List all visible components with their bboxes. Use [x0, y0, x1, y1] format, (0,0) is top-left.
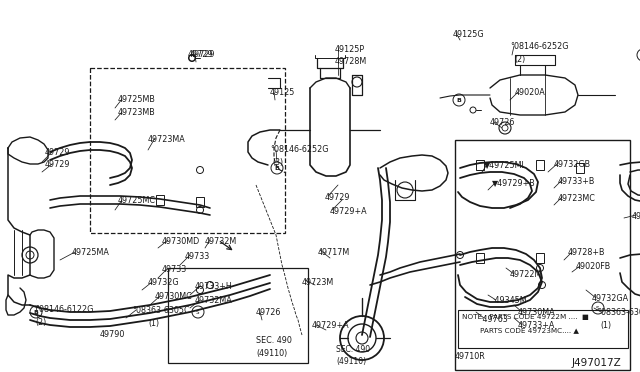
Text: SEC. 490: SEC. 490: [256, 336, 292, 345]
Text: 49729+A: 49729+A: [330, 207, 367, 216]
Text: 49729+A: 49729+A: [312, 321, 349, 330]
Text: °08146-6252G: °08146-6252G: [270, 145, 328, 154]
Text: S: S: [596, 305, 599, 311]
Text: °08146-6252G: °08146-6252G: [510, 42, 568, 51]
Text: 49733+A: 49733+A: [518, 321, 556, 330]
Text: 49020FB: 49020FB: [576, 262, 611, 271]
Text: 49723M: 49723M: [302, 278, 334, 287]
Text: ·49345M: ·49345M: [492, 296, 527, 305]
Text: 49717M: 49717M: [318, 248, 350, 257]
Text: °08363-6305B: °08363-6305B: [597, 308, 640, 317]
Text: ▼49725MI: ▼49725MI: [484, 160, 525, 169]
Text: 49725MB: 49725MB: [118, 95, 156, 104]
Text: 49730MB: 49730MB: [632, 212, 640, 221]
Text: 49725MA: 49725MA: [72, 248, 110, 257]
Text: 49125G: 49125G: [453, 30, 484, 39]
Bar: [476, 253, 484, 263]
Text: 49723MA: 49723MA: [148, 135, 186, 144]
Text: 49732M: 49732M: [205, 237, 237, 246]
Text: 49020A: 49020A: [515, 88, 546, 97]
Text: ▼49729+B: ▼49729+B: [492, 178, 536, 187]
Text: °08146-6122G: °08146-6122G: [35, 305, 93, 314]
Text: 49730MD: 49730MD: [162, 237, 200, 246]
Text: 49726: 49726: [256, 308, 282, 317]
Text: 49728M: 49728M: [335, 57, 367, 66]
Text: 49722M: 49722M: [510, 270, 542, 279]
Text: (2): (2): [514, 55, 525, 64]
Bar: [156, 195, 164, 205]
Text: (49110): (49110): [336, 357, 366, 366]
Text: 49729: 49729: [45, 148, 70, 157]
Text: (3): (3): [272, 158, 283, 167]
Text: 49730MC: 49730MC: [155, 292, 193, 301]
Text: (2): (2): [35, 318, 46, 327]
Bar: [458, 310, 628, 348]
Text: B: B: [33, 310, 38, 314]
Text: 49728+B: 49728+B: [568, 248, 605, 257]
Text: NOTE : PARTS CODE 49722M ....  ■: NOTE : PARTS CODE 49722M .... ■: [462, 314, 589, 320]
Bar: [455, 140, 630, 370]
Text: B: B: [274, 166, 279, 170]
Text: 49125P: 49125P: [335, 45, 365, 54]
Text: 49723MC: 49723MC: [558, 194, 596, 203]
Text: 49790: 49790: [100, 330, 125, 339]
Text: 49732G: 49732G: [148, 278, 180, 287]
Text: PARTS CODE 49723MC.... ▲: PARTS CODE 49723MC.... ▲: [462, 327, 579, 333]
Text: 49729: 49729: [190, 50, 216, 59]
Text: (1): (1): [148, 319, 159, 328]
Text: 49732MA: 49732MA: [195, 296, 233, 305]
Text: 49733+B: 49733+B: [558, 177, 595, 186]
Text: 49732GA: 49732GA: [592, 294, 629, 303]
Text: 49733+H: 49733+H: [195, 282, 233, 291]
Text: 49726: 49726: [490, 118, 515, 127]
Bar: [576, 163, 584, 173]
Text: 49725MC: 49725MC: [118, 196, 156, 205]
Text: (49110): (49110): [256, 349, 287, 358]
Text: 49125: 49125: [270, 88, 296, 97]
Text: °08363-6305C: °08363-6305C: [132, 306, 189, 315]
Bar: [196, 197, 204, 207]
Text: 49729: 49729: [45, 160, 70, 169]
Bar: [476, 160, 484, 170]
Bar: [90, 68, 285, 233]
Bar: [536, 253, 544, 263]
Text: 49733: 49733: [162, 265, 188, 274]
Text: J497017Z: J497017Z: [572, 358, 621, 368]
Text: 49729: 49729: [188, 50, 214, 59]
Text: ·49763: ·49763: [480, 315, 508, 324]
Bar: [536, 160, 544, 170]
Text: 49733: 49733: [185, 252, 211, 261]
Text: 49723MB: 49723MB: [118, 108, 156, 117]
Text: 49730MA: 49730MA: [518, 308, 556, 317]
Text: SEC. 490: SEC. 490: [336, 345, 370, 354]
Text: 49729: 49729: [325, 193, 351, 202]
Text: B: B: [456, 97, 461, 103]
Text: 49710R: 49710R: [455, 352, 486, 361]
Text: S: S: [196, 310, 199, 314]
Text: (1): (1): [600, 321, 611, 330]
Bar: [168, 268, 308, 363]
Text: 49732GB: 49732GB: [554, 160, 591, 169]
